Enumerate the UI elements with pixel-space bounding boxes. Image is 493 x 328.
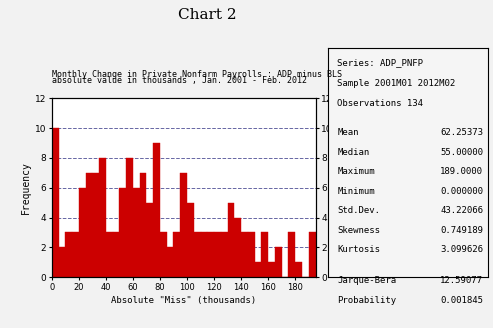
Text: Sample 2001M01 2012M02: Sample 2001M01 2012M02 — [337, 79, 456, 88]
Bar — [153, 143, 160, 277]
Text: Mean: Mean — [337, 128, 359, 137]
Y-axis label: Frequency: Frequency — [21, 161, 31, 214]
Text: 189.0000: 189.0000 — [440, 167, 483, 176]
Bar — [329, 262, 336, 277]
Bar — [261, 233, 268, 277]
Bar — [275, 247, 282, 277]
Bar — [86, 173, 92, 277]
Bar — [106, 233, 112, 277]
Bar — [119, 188, 126, 277]
Text: Jarque-Bera: Jarque-Bera — [337, 276, 396, 285]
Text: 43.22066: 43.22066 — [440, 206, 483, 215]
Text: 62.25373: 62.25373 — [440, 128, 483, 137]
Bar — [167, 247, 174, 277]
Bar — [316, 262, 322, 277]
Text: 12.59077: 12.59077 — [440, 276, 483, 285]
Bar — [187, 203, 194, 277]
Text: 0.749189: 0.749189 — [440, 226, 483, 235]
Text: Chart 2: Chart 2 — [178, 8, 236, 22]
Bar — [180, 173, 187, 277]
Text: absolute value in thousands , Jan. 2001 - Feb. 2012: absolute value in thousands , Jan. 2001 … — [52, 76, 307, 85]
Bar — [288, 233, 295, 277]
Bar — [99, 158, 106, 277]
Text: Monthly Change in Private Nonfarm Payrolls : ADP minus BLS: Monthly Change in Private Nonfarm Payrol… — [52, 70, 342, 79]
Bar — [194, 233, 201, 277]
Text: Observations 134: Observations 134 — [337, 99, 423, 108]
Bar — [221, 233, 228, 277]
Bar — [268, 262, 275, 277]
Text: Median: Median — [337, 148, 370, 157]
Bar — [79, 188, 86, 277]
Bar — [59, 247, 65, 277]
Text: Skewness: Skewness — [337, 226, 381, 235]
Bar — [228, 203, 234, 277]
Bar — [255, 262, 261, 277]
Bar — [241, 233, 248, 277]
Bar — [214, 233, 221, 277]
Bar — [126, 158, 133, 277]
X-axis label: Absolute "Miss" (thousands): Absolute "Miss" (thousands) — [111, 296, 256, 305]
Bar — [343, 262, 350, 277]
Text: Maximum: Maximum — [337, 167, 375, 176]
Bar — [133, 188, 140, 277]
Text: 55.00000: 55.00000 — [440, 148, 483, 157]
Bar — [309, 233, 316, 277]
Bar — [140, 173, 146, 277]
Bar — [92, 173, 99, 277]
Bar — [112, 233, 119, 277]
Bar — [146, 203, 153, 277]
Text: 0.001845: 0.001845 — [440, 296, 483, 305]
Text: 3.099626: 3.099626 — [440, 245, 483, 254]
Bar — [370, 262, 376, 277]
Text: Series: ADP_PNFP: Series: ADP_PNFP — [337, 58, 423, 67]
Bar — [201, 233, 208, 277]
Text: Minimum: Minimum — [337, 187, 375, 196]
Bar — [234, 217, 241, 277]
Bar — [52, 128, 59, 277]
Bar — [295, 262, 302, 277]
Bar — [65, 233, 72, 277]
Text: Std.Dev.: Std.Dev. — [337, 206, 381, 215]
Bar — [356, 262, 363, 277]
Bar — [72, 233, 79, 277]
Text: Probability: Probability — [337, 296, 396, 305]
Bar — [160, 233, 167, 277]
Bar — [248, 233, 255, 277]
Text: Kurtosis: Kurtosis — [337, 245, 381, 254]
Text: 0.000000: 0.000000 — [440, 187, 483, 196]
Bar — [208, 233, 214, 277]
Bar — [174, 233, 180, 277]
